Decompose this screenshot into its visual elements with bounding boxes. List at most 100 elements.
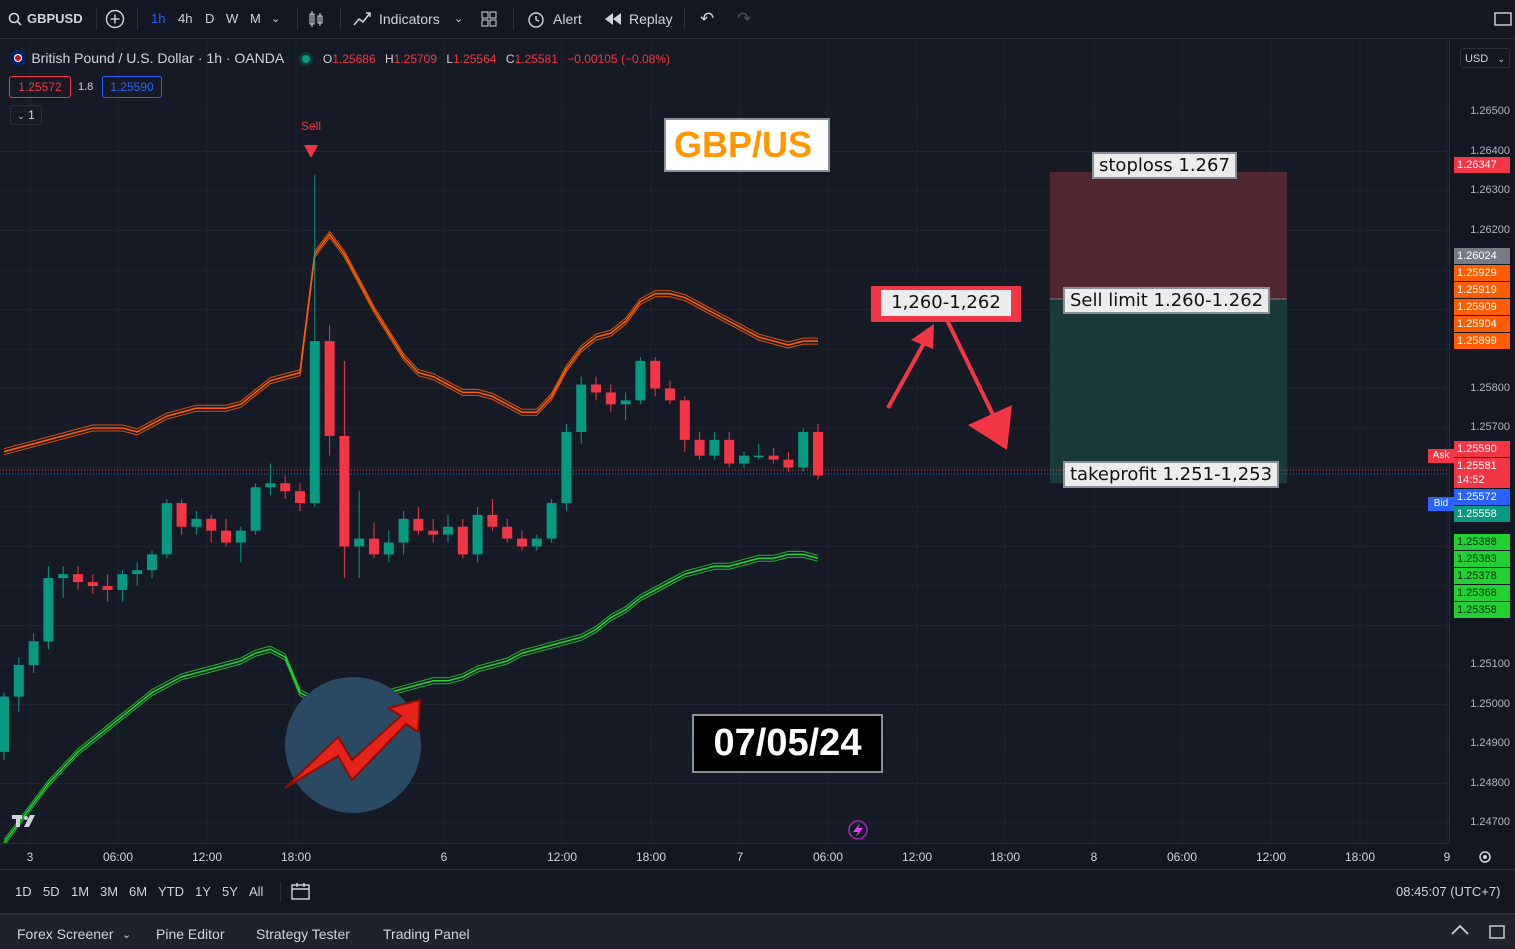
chevron-up-icon[interactable] bbox=[1451, 923, 1469, 939]
fullscreen-icon[interactable] bbox=[1494, 0, 1512, 38]
candle-body bbox=[428, 530, 439, 535]
stoploss-zone bbox=[1050, 172, 1287, 299]
candle-body bbox=[73, 574, 83, 583]
candle-body bbox=[235, 530, 246, 543]
candle-body bbox=[472, 514, 483, 555]
chevron-down-icon[interactable]: ⌄ bbox=[271, 13, 281, 25]
risk-reward-tool[interactable] bbox=[1050, 172, 1287, 483]
undo-icon[interactable]: ↶ bbox=[700, 9, 715, 28]
add-symbol-icon[interactable] bbox=[105, 0, 125, 38]
divider bbox=[137, 8, 138, 30]
range-6m[interactable]: 6M bbox=[129, 884, 148, 899]
maximize-panel-icon[interactable] bbox=[1489, 925, 1505, 942]
price-tick-label: 1.24800 bbox=[1470, 776, 1510, 789]
timeframe-w[interactable]: W bbox=[226, 11, 239, 26]
candle-body bbox=[102, 586, 113, 590]
date-label-box[interactable]: 07/05/24 bbox=[692, 714, 883, 773]
stoploss-label[interactable]: stoploss 1.267 bbox=[1092, 152, 1237, 179]
candle-body bbox=[58, 574, 69, 579]
timeframe-1h[interactable]: 1h bbox=[151, 11, 166, 26]
layout-grid-icon[interactable] bbox=[481, 0, 497, 38]
search-icon[interactable] bbox=[8, 0, 22, 38]
range-ytd[interactable]: YTD bbox=[158, 884, 184, 899]
buy-price-button[interactable]: 1.25590 bbox=[102, 76, 162, 98]
symbol-search[interactable]: GBPUSD bbox=[27, 11, 83, 26]
chevron-down-icon: ⌄ bbox=[17, 111, 25, 121]
alert-clock-icon[interactable] bbox=[526, 0, 546, 38]
up-arrow-head bbox=[911, 324, 934, 349]
range-5d[interactable]: 5D bbox=[43, 884, 60, 899]
price-tag: 1.25558 bbox=[1454, 506, 1510, 522]
ask-badge: Ask bbox=[1428, 449, 1454, 463]
rising-arrow-icon bbox=[284, 698, 422, 789]
replay-icon[interactable] bbox=[604, 0, 622, 38]
price-tag: 1.25899 bbox=[1454, 333, 1510, 349]
range-1m[interactable]: 1M bbox=[71, 884, 90, 899]
currency-selector[interactable]: USD ⌄ bbox=[1460, 48, 1510, 68]
time-axis[interactable]: 3 06:00 12:00 18:00 6 12:00 18:00 7 06:00 12:00 18… bbox=[0, 843, 1491, 870]
indicators-button[interactable]: Indicators bbox=[379, 11, 440, 27]
candle-body bbox=[295, 491, 305, 504]
tab-trading-panel[interactable]: Trading Panel bbox=[383, 926, 470, 942]
redo-icon[interactable]: ↷ bbox=[737, 9, 752, 28]
indicators-collapse-button[interactable]: ⌄ 1 bbox=[10, 105, 42, 125]
divider bbox=[280, 882, 281, 902]
tab-forex-screener[interactable]: Forex Screener bbox=[17, 926, 114, 942]
sell-price-button[interactable]: 1.25572 bbox=[9, 76, 71, 98]
timeframe-d[interactable]: D bbox=[205, 11, 215, 26]
candle-body bbox=[383, 542, 394, 555]
candles-type-icon[interactable] bbox=[308, 0, 324, 38]
range-5y[interactable]: 5Y bbox=[222, 884, 238, 899]
timeframe-4h[interactable]: 4h bbox=[178, 11, 193, 26]
uk-flag-icon bbox=[10, 50, 26, 66]
time-tick-label: 8 bbox=[1090, 850, 1098, 864]
timeframe-m[interactable]: M bbox=[250, 11, 261, 26]
range-3m[interactable]: 3M bbox=[100, 884, 119, 899]
price-tick-label: 1.25000 bbox=[1470, 697, 1510, 710]
divider bbox=[297, 8, 298, 30]
sell-signal bbox=[304, 145, 318, 158]
range-1d[interactable]: 1D bbox=[15, 884, 32, 899]
lightning-icon[interactable] bbox=[848, 820, 868, 840]
settings-gear-icon[interactable] bbox=[1477, 849, 1493, 870]
range-all[interactable]: All bbox=[249, 884, 264, 899]
grid bbox=[0, 40, 1449, 843]
tab-pine-editor[interactable]: Pine Editor bbox=[156, 926, 225, 942]
price-tag: 1.25358 bbox=[1454, 602, 1510, 618]
sell-limit-label[interactable]: Sell limit 1.260-1.262 bbox=[1063, 287, 1271, 314]
lower-band-line bbox=[5, 556, 819, 843]
price-tag: 1.25904 bbox=[1454, 316, 1510, 332]
tab-strategy-tester[interactable]: Strategy Tester bbox=[256, 926, 350, 942]
time-tick-label: 06:00 bbox=[1166, 850, 1198, 864]
price-tag: 1.25909 bbox=[1454, 299, 1510, 315]
pair-label-box[interactable]: GBP/US bbox=[664, 118, 830, 172]
currency-value: USD bbox=[1465, 53, 1489, 65]
price-tick-label: 1.26200 bbox=[1470, 223, 1510, 236]
alert-button[interactable]: Alert bbox=[553, 11, 582, 27]
change-value: −0.00105 (−0.08%) bbox=[567, 52, 670, 66]
bid-badge: Bid bbox=[1428, 497, 1454, 511]
range-1y[interactable]: 1Y bbox=[195, 884, 211, 899]
candle-body bbox=[768, 455, 779, 460]
market-status-icon[interactable] bbox=[301, 55, 310, 63]
time-tick-label: 12:00 bbox=[191, 850, 223, 864]
price-tick-label: 1.25800 bbox=[1470, 381, 1510, 394]
clock-timezone[interactable]: 08:45:07 (UTC+7) bbox=[1396, 884, 1501, 899]
symbol-title[interactable]: British Pound / U.S. Dollar · 1h · OANDA bbox=[31, 50, 285, 66]
chart-canvas[interactable] bbox=[0, 40, 1449, 843]
takeprofit-label[interactable]: takeprofit 1.251-1,253 bbox=[1063, 461, 1280, 488]
candle-body bbox=[487, 514, 498, 527]
trend-arrows bbox=[886, 319, 1012, 450]
candle-body bbox=[280, 483, 291, 492]
chevron-down-icon[interactable]: ⌄ bbox=[122, 929, 132, 941]
calendar-icon[interactable] bbox=[291, 882, 311, 905]
candle-body bbox=[398, 518, 409, 543]
indicators-icon[interactable] bbox=[353, 0, 371, 38]
chart-area[interactable]: British Pound / U.S. Dollar · 1h · OANDA… bbox=[0, 40, 1449, 843]
replay-button[interactable]: Replay bbox=[629, 11, 673, 27]
down-arrow-line bbox=[945, 319, 1000, 426]
price-axis[interactable]: USD ⌄ 1.26500 1.26400 1.26300 1.26200 1.2580… bbox=[1428, 40, 1515, 843]
spread-value: 1.8 bbox=[78, 81, 94, 93]
chevron-down-icon[interactable]: ⌄ bbox=[454, 13, 464, 25]
entry-zone-box[interactable]: 1,260-1,262 bbox=[871, 286, 1021, 322]
